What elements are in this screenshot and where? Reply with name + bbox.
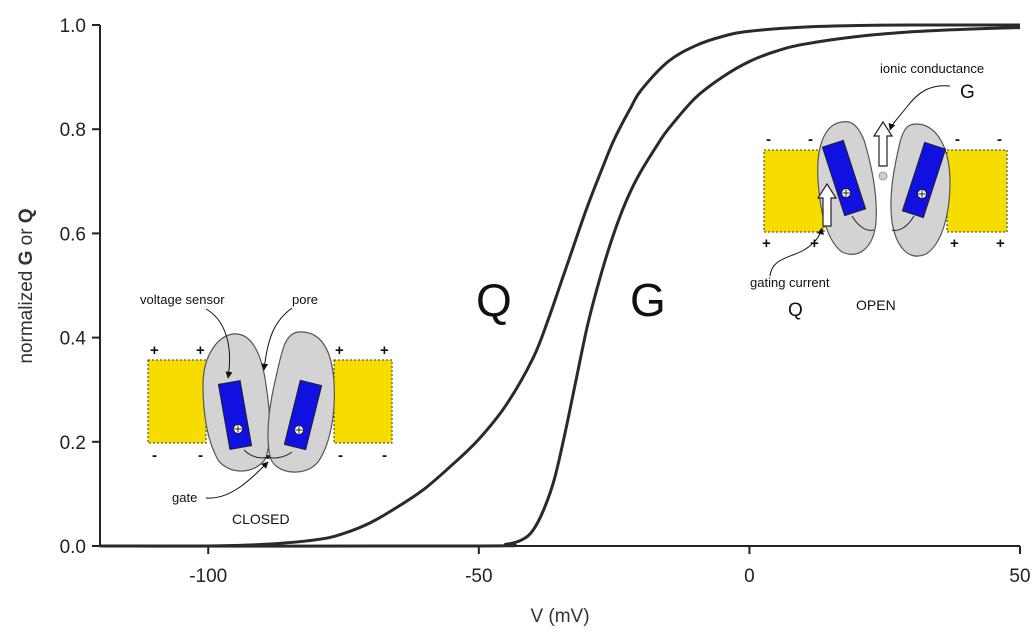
- series-group: [99, 23, 1021, 548]
- series-line-g: [99, 26, 1021, 548]
- ionic-conductance-arrow: [872, 120, 894, 167]
- closed-bottom-sign-3: -: [338, 447, 343, 464]
- closed-voltage-sensor-arrow: [205, 308, 233, 379]
- closed-top-sign-2: +: [196, 342, 205, 359]
- y-axis-label-mid: or: [16, 223, 37, 250]
- open-ionic-pointer: [888, 85, 951, 131]
- y-ticks: 0.0 0.2 0.4 0.6 0.8 1.0: [60, 16, 100, 558]
- open-state-label: OPEN: [856, 297, 896, 313]
- closed-charge-right-plus: [295, 426, 303, 434]
- closed-voltage-sensor-right: [283, 379, 323, 451]
- closed-pore-arrow: [261, 307, 293, 371]
- x-tick-label: 0: [744, 566, 755, 587]
- open-gate-linker-left: [851, 215, 875, 231]
- open-bottom-sign-4: +: [996, 235, 1005, 252]
- closed-channel-inset: voltage sensor pore gate CLOSED + + + + …: [140, 292, 393, 527]
- open-top-sign-3: -: [955, 131, 960, 148]
- open-membrane-left: [763, 149, 825, 233]
- open-gating-symbol: Q: [788, 300, 803, 321]
- closed-gate-arrow: [205, 461, 269, 499]
- open-gating-label: gating current: [750, 275, 830, 290]
- open-ionic-symbol: G: [960, 82, 975, 103]
- y-tick-label: 0.6: [60, 224, 86, 245]
- y-axis-label-g: G: [16, 251, 37, 266]
- open-bottom-sign-2: +: [810, 235, 819, 252]
- closed-bottom-sign-1: -: [152, 447, 157, 464]
- y-tick-label: 0.4: [60, 329, 87, 350]
- x-tick-label: -50: [465, 566, 492, 587]
- x-tick-label: 50: [1009, 566, 1030, 587]
- closed-voltage-sensor-left: [217, 380, 253, 450]
- closed-bottom-sign-4: -: [382, 447, 387, 464]
- y-tick-label: 1.0: [60, 16, 86, 37]
- closed-top-sign-1: +: [150, 342, 159, 359]
- closed-gate-dot: [266, 455, 270, 459]
- x-tick-label: -100: [189, 566, 227, 587]
- gating-current-arrow: [816, 182, 838, 227]
- y-tick-label: 0.2: [60, 433, 86, 454]
- open-charge-right-plus: [918, 190, 926, 198]
- closed-voltage-sensor-label: voltage sensor: [140, 292, 225, 307]
- open-top-sign-2: -: [808, 131, 813, 148]
- open-charge-left-plus: [842, 189, 850, 197]
- y-axis-label: normalized G or Q: [16, 208, 37, 363]
- open-bottom-sign-1: +: [762, 235, 771, 252]
- closed-gate-label: gate: [172, 490, 197, 505]
- open-top-sign-4: -: [997, 131, 1002, 148]
- closed-top-sign-3: +: [335, 342, 344, 359]
- open-voltage-sensor-right: [901, 141, 947, 219]
- closed-membrane-left: [147, 359, 207, 444]
- open-bottom-sign-3: +: [950, 235, 959, 252]
- open-gating-pointer: [769, 227, 824, 277]
- closed-top-sign-4: +: [380, 342, 389, 359]
- series-line-q: [99, 23, 1020, 548]
- q-curve-label: Q: [476, 274, 512, 326]
- open-channel-inset: ionic conductance G gating current Q OPE…: [750, 61, 1008, 321]
- closed-state-label: CLOSED: [232, 511, 290, 527]
- open-gate-linker-right: [891, 215, 915, 231]
- y-tick-label: 0.0: [60, 537, 86, 558]
- y-axis-label-prefix: normalized: [16, 265, 37, 363]
- y-tick-label: 0.8: [60, 120, 86, 141]
- y-axis-label-q: Q: [16, 208, 37, 223]
- open-top-sign-1: -: [766, 131, 771, 148]
- open-voltage-sensor-left: [821, 139, 867, 217]
- g-curve-label: G: [630, 274, 666, 326]
- closed-membrane-right: [333, 359, 393, 444]
- closed-charge-left-plus: [234, 425, 242, 433]
- open-membrane-right: [946, 149, 1008, 233]
- closed-bottom-sign-2: -: [198, 447, 203, 464]
- x-axis-label: V (mV): [530, 606, 589, 627]
- open-ionic-label: ionic conductance: [880, 61, 984, 76]
- x-ticks: -100 -50 0 50: [189, 546, 1031, 587]
- closed-pore-label: pore: [292, 292, 318, 307]
- open-ion: [878, 171, 888, 181]
